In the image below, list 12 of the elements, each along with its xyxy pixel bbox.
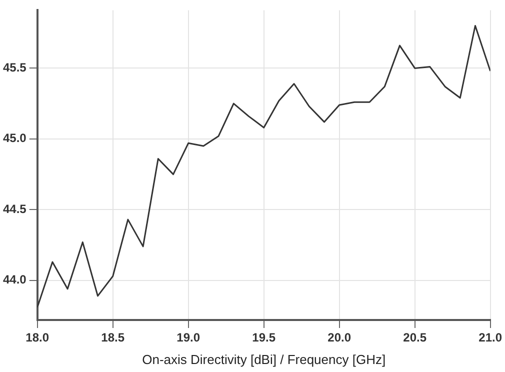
- y-tick-label: 45.5: [2, 60, 27, 75]
- x-tick-label: 20.5: [403, 330, 427, 345]
- x-axis-title: On-axis Directivity [dBi] / Frequency [GHz]: [142, 352, 386, 367]
- x-tick-label: 18.0: [26, 330, 50, 345]
- x-tick-label: 20.0: [328, 330, 352, 345]
- x-tick-label: 19.5: [252, 330, 276, 345]
- x-tick-label: 21.0: [478, 330, 502, 345]
- y-tick-label: 44.0: [2, 272, 27, 287]
- x-tick-label: 18.5: [101, 330, 125, 345]
- y-tick-label: 44.5: [2, 202, 27, 216]
- x-tick-label: 19.0: [176, 330, 200, 345]
- y-tick-label: 45.0: [2, 131, 27, 146]
